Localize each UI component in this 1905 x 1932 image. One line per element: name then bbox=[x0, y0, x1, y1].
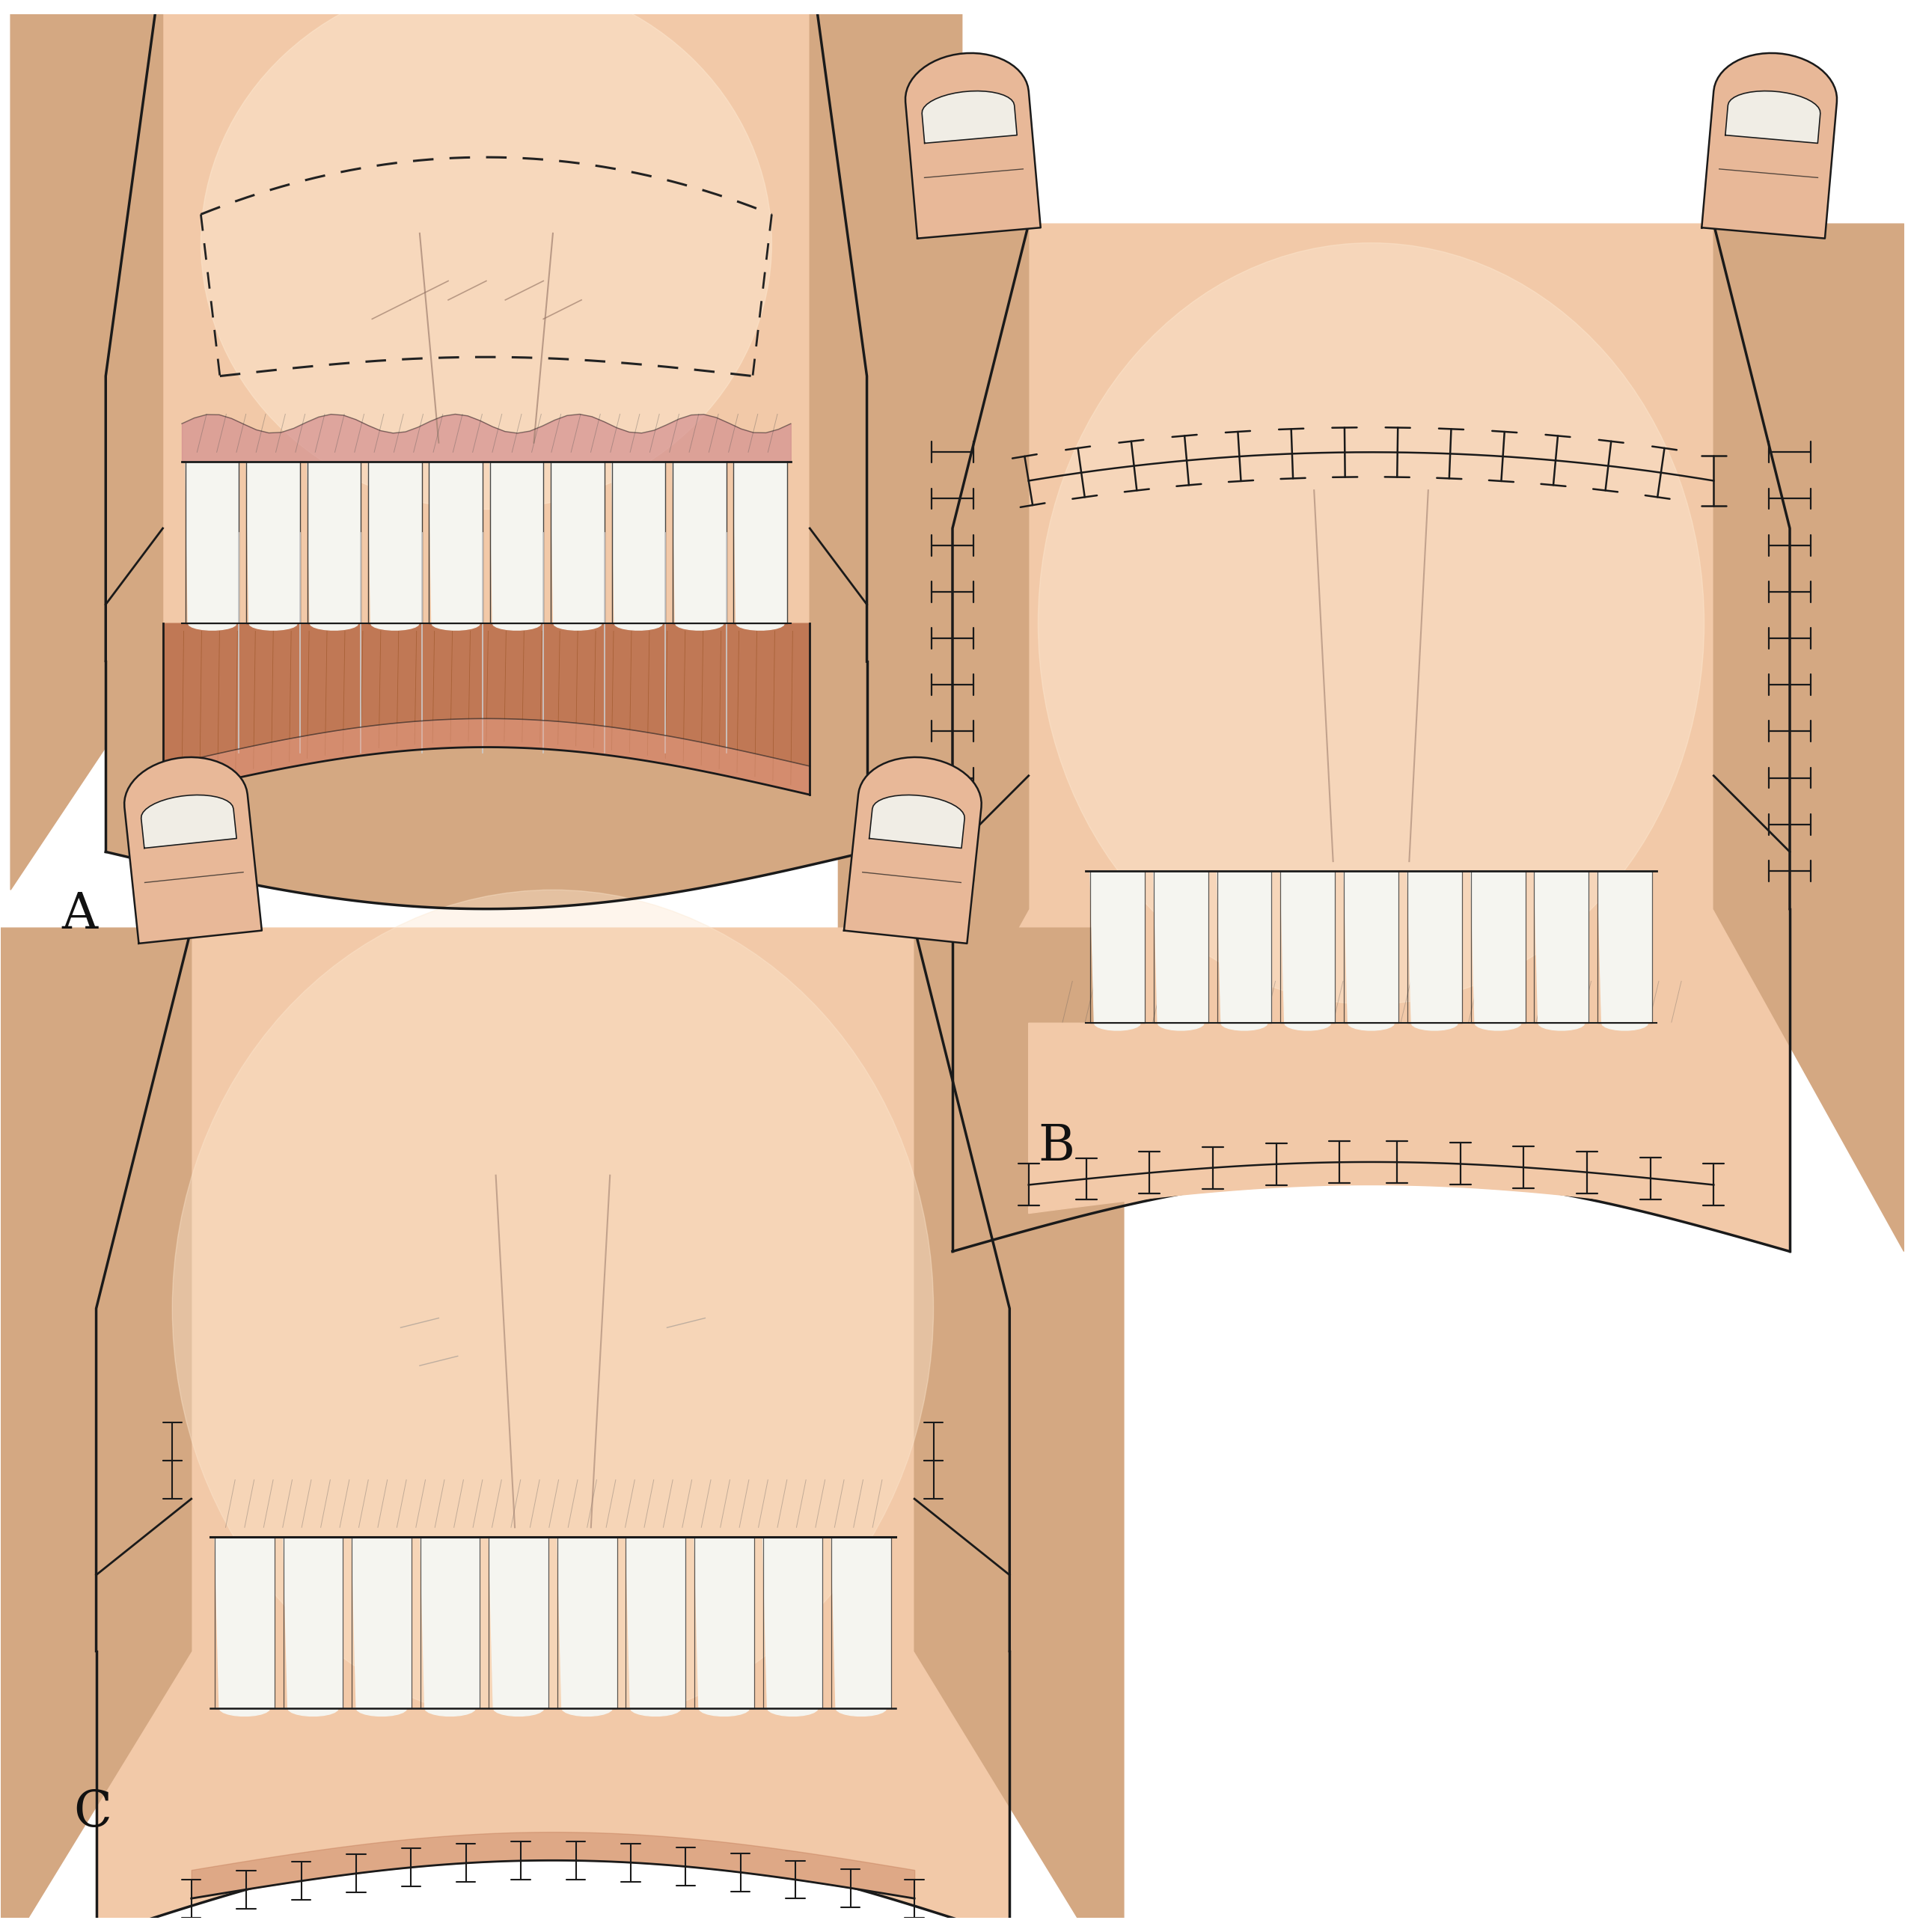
Ellipse shape bbox=[171, 891, 933, 1727]
Polygon shape bbox=[246, 462, 299, 630]
Polygon shape bbox=[11, 0, 162, 891]
Polygon shape bbox=[1217, 871, 1271, 1030]
Polygon shape bbox=[1280, 871, 1335, 1030]
Polygon shape bbox=[551, 462, 604, 630]
Ellipse shape bbox=[1038, 243, 1705, 1005]
Polygon shape bbox=[612, 462, 665, 630]
Polygon shape bbox=[421, 1536, 480, 1716]
Polygon shape bbox=[558, 1536, 617, 1716]
Polygon shape bbox=[124, 757, 261, 943]
Text: C: C bbox=[74, 1789, 112, 1837]
Polygon shape bbox=[284, 1536, 343, 1716]
Polygon shape bbox=[810, 0, 962, 891]
Polygon shape bbox=[1701, 52, 1836, 238]
Polygon shape bbox=[1343, 871, 1398, 1030]
Polygon shape bbox=[922, 91, 1017, 143]
Polygon shape bbox=[0, 927, 191, 1932]
Polygon shape bbox=[869, 794, 964, 848]
Polygon shape bbox=[162, 624, 810, 794]
Polygon shape bbox=[490, 462, 543, 630]
Polygon shape bbox=[905, 52, 1040, 238]
Polygon shape bbox=[1534, 871, 1589, 1030]
Polygon shape bbox=[490, 1536, 549, 1716]
Polygon shape bbox=[952, 224, 1791, 1252]
Polygon shape bbox=[627, 1536, 686, 1716]
Polygon shape bbox=[368, 462, 421, 630]
Polygon shape bbox=[672, 462, 726, 630]
Polygon shape bbox=[141, 794, 236, 848]
Polygon shape bbox=[1408, 871, 1461, 1030]
Polygon shape bbox=[429, 462, 482, 630]
Polygon shape bbox=[105, 0, 867, 908]
Polygon shape bbox=[831, 1536, 892, 1716]
Polygon shape bbox=[215, 1536, 274, 1716]
Polygon shape bbox=[1154, 871, 1208, 1030]
Polygon shape bbox=[1471, 871, 1526, 1030]
Polygon shape bbox=[1726, 91, 1821, 143]
Polygon shape bbox=[307, 462, 360, 630]
Polygon shape bbox=[838, 224, 1029, 1252]
Text: B: B bbox=[1038, 1122, 1074, 1171]
Polygon shape bbox=[1714, 224, 1903, 1252]
Ellipse shape bbox=[200, 0, 772, 510]
Polygon shape bbox=[762, 1536, 823, 1716]
Text: A: A bbox=[63, 891, 97, 939]
Polygon shape bbox=[95, 927, 1010, 1932]
Polygon shape bbox=[914, 927, 1124, 1932]
Polygon shape bbox=[105, 661, 867, 908]
Polygon shape bbox=[1598, 871, 1652, 1030]
Polygon shape bbox=[1029, 1024, 1714, 1213]
Polygon shape bbox=[733, 462, 787, 630]
Polygon shape bbox=[185, 462, 238, 630]
Polygon shape bbox=[844, 757, 981, 943]
Polygon shape bbox=[693, 1536, 754, 1716]
Polygon shape bbox=[191, 1708, 914, 1899]
Polygon shape bbox=[1090, 871, 1145, 1030]
Polygon shape bbox=[352, 1536, 411, 1716]
